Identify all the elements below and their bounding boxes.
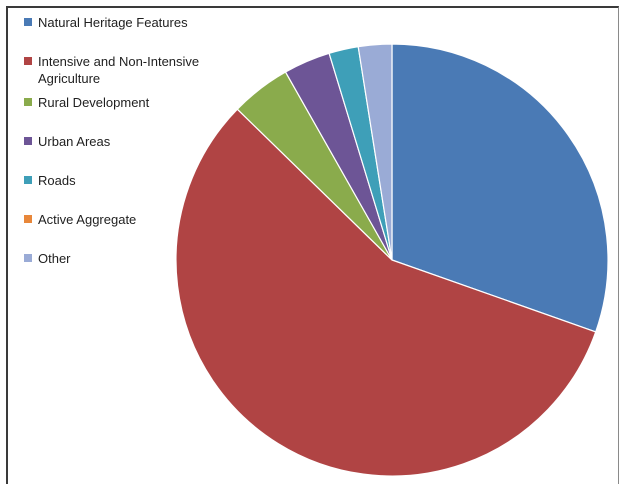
legend-label: Other — [38, 251, 71, 266]
legend-label: Active Aggregate — [38, 212, 137, 227]
legend-swatch — [24, 57, 32, 65]
legend-label: Natural Heritage Features — [38, 15, 188, 30]
pie-slice-agriculture — [175, 108, 597, 477]
legend-swatch — [24, 18, 32, 26]
legend-item-active-aggregate: Active Aggregate — [24, 211, 268, 228]
legend-swatch — [24, 254, 32, 262]
legend-item-other: Other — [24, 250, 268, 267]
legend-label: Roads — [38, 173, 76, 188]
pie-slice-other — [357, 43, 393, 261]
legend-swatch — [24, 137, 32, 145]
legend-swatch — [24, 176, 32, 184]
legend-item-natural-heritage: Natural Heritage Features — [24, 14, 268, 31]
legend-item-roads: Roads — [24, 172, 268, 189]
legend-item-rural-development: Rural Development — [24, 94, 268, 111]
legend-item-urban-areas: Urban Areas — [24, 133, 268, 150]
legend-swatch — [24, 98, 32, 106]
legend-label: Urban Areas — [38, 134, 111, 149]
legend-swatch — [24, 215, 32, 223]
legend-label: Rural Development — [38, 95, 150, 110]
legend-item-agriculture: Intensive and Non-Intensive Agriculture — [24, 53, 253, 87]
pie-slice-natural-heritage — [391, 43, 609, 333]
legend-label: Intensive and Non-Intensive Agriculture — [38, 54, 200, 86]
